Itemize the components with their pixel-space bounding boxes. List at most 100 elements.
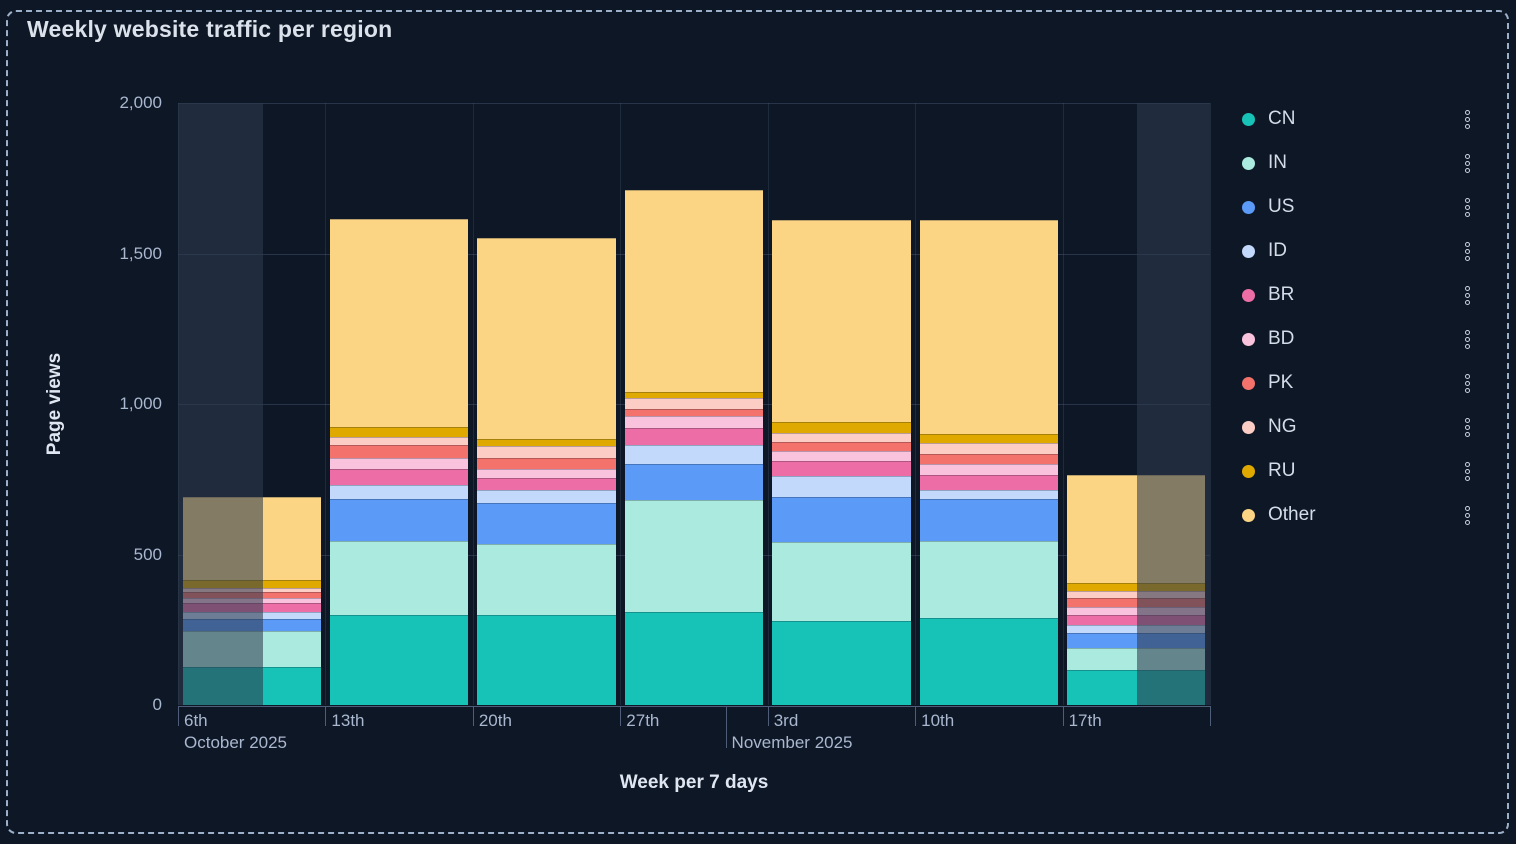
bar-segment-in-3rd[interactable] [772,542,911,621]
bar-segment-ru-3rd[interactable] [772,422,911,433]
y-axis-title: Page views [44,352,65,456]
legend-item-label: PK [1268,372,1294,393]
bar-segment-br-27th[interactable] [624,428,764,445]
bar-segment-ng-27th[interactable] [624,397,764,409]
bar-segment-us-13th[interactable] [329,498,469,541]
legend-item-actions-button[interactable] [1463,152,1472,175]
x-tick-label: 17th [1068,711,1102,730]
legend-item-pk[interactable]: PK [1242,361,1472,405]
bar-segment-bd-3rd[interactable] [772,450,911,462]
band-gridline [767,103,769,705]
legend-item-actions-button[interactable] [1463,328,1472,351]
bar-segment-pk-3rd[interactable] [772,441,911,451]
band-gridline [1210,103,1211,705]
bar-segment-ng-20th[interactable] [477,446,616,459]
legend-item-actions-button[interactable] [1463,196,1472,219]
legend-color-dot [1242,244,1255,258]
bar-segment-other-13th[interactable] [329,218,469,427]
bar-segment-other-3rd[interactable] [772,220,911,423]
legend-item-actions-button[interactable] [1463,108,1472,131]
bar-segment-id-27th[interactable] [624,444,764,465]
bar-segment-cn-13th[interactable] [329,614,469,705]
y-tick-label: 2,000 [119,93,162,112]
bar-segment-us-27th[interactable] [624,464,764,501]
bar-segment-in-10th[interactable] [919,540,1059,618]
kebab-dots-icon [1465,417,1470,437]
bar-segment-bd-13th[interactable] [329,458,469,469]
bar-segment-other-27th[interactable] [624,190,764,392]
bar-segment-ng-10th[interactable] [919,443,1059,454]
bar-segment-in-13th[interactable] [329,540,469,615]
bar-segment-ru-13th[interactable] [329,426,469,438]
bar-segment-bd-20th[interactable] [477,468,616,478]
legend-item-ng[interactable]: NG [1242,405,1472,449]
bar-segment-ng-17th[interactable] [1067,590,1206,599]
bar-segment-cn-20th[interactable] [477,614,616,705]
legend-item-bd[interactable]: BD [1242,317,1472,361]
bar-segment-ng-3rd[interactable] [772,432,911,442]
bar-segment-id-10th[interactable] [919,489,1059,499]
bar-segment-br-10th[interactable] [919,474,1059,490]
bar-segment-us-3rd[interactable] [772,497,911,543]
bar-segment-other-10th[interactable] [919,220,1059,435]
x-axis-tick [620,706,622,726]
y-gridline [178,103,1210,104]
bar-segment-id-13th[interactable] [329,485,469,499]
bar-segment-cn-10th[interactable] [919,617,1059,705]
legend-item-actions-button[interactable] [1463,504,1472,527]
bar-segment-pk-13th[interactable] [329,444,469,459]
plot-area [178,103,1211,705]
legend-item-label: NG [1268,416,1297,437]
bar-segment-br-20th[interactable] [477,477,616,490]
bar-segment-bd-17th[interactable] [1067,607,1206,615]
bar-segment-id-3rd[interactable] [772,476,911,498]
bar-segment-us-20th[interactable] [477,503,616,544]
legend-item-ru[interactable]: RU [1242,449,1472,493]
bar-segment-pk-17th[interactable] [1067,598,1206,608]
x-month-label: November 2025 [731,733,853,752]
legend-item-actions-button[interactable] [1463,460,1472,483]
legend-item-other[interactable]: Other [1242,493,1472,537]
x-tick-label: 20th [478,711,512,730]
partial-bucket-mask [1137,103,1210,705]
bar-segment-bd-27th[interactable] [624,416,764,429]
month-separator-tick [725,706,727,748]
legend-item-label: CN [1268,108,1296,129]
legend-item-br[interactable]: BR [1242,273,1472,317]
legend-item-actions-button[interactable] [1463,372,1472,395]
bar-segment-pk-20th[interactable] [477,458,616,469]
bar-segment-id-20th[interactable] [477,489,616,504]
bar-segment-bd-10th[interactable] [919,464,1059,475]
bar-segment-br-17th[interactable] [1067,614,1206,626]
bar-segment-ru-17th[interactable] [1067,583,1206,591]
bar-segment-ru-20th[interactable] [477,438,616,447]
bar-segment-pk-10th[interactable] [919,453,1059,465]
bar-segment-pk-27th[interactable] [624,408,764,417]
bar-segment-ru-27th[interactable] [624,391,764,398]
bar-segment-ru-10th[interactable] [919,434,1059,444]
kebab-dots-icon [1465,285,1470,305]
legend-item-cn[interactable]: CN [1242,97,1472,141]
x-axis-tick [767,706,769,726]
legend-item-in[interactable]: IN [1242,141,1472,185]
bar-segment-id-17th[interactable] [1067,625,1206,633]
legend-color-dot [1242,288,1255,302]
legend-item-us[interactable]: US [1242,185,1472,229]
kebab-dots-icon [1465,197,1470,217]
legend-item-id[interactable]: ID [1242,229,1472,273]
bar-segment-in-27th[interactable] [624,500,764,612]
kebab-dots-icon [1465,241,1470,261]
legend-item-actions-button[interactable] [1463,416,1472,439]
bar-segment-other-20th[interactable] [477,238,616,439]
bar-segment-us-10th[interactable] [919,498,1059,541]
bar-segment-ng-13th[interactable] [329,437,469,445]
bar-segment-cn-3rd[interactable] [772,620,911,705]
bar-segment-br-3rd[interactable] [772,461,911,477]
legend-item-actions-button[interactable] [1463,240,1472,263]
bar-segment-cn-27th[interactable] [624,611,764,705]
legend-item-actions-button[interactable] [1463,284,1472,307]
legend-item-label: IN [1268,152,1287,173]
bar-segment-br-13th[interactable] [329,468,469,486]
legend-color-dot [1242,156,1255,170]
bar-segment-in-20th[interactable] [477,543,616,615]
